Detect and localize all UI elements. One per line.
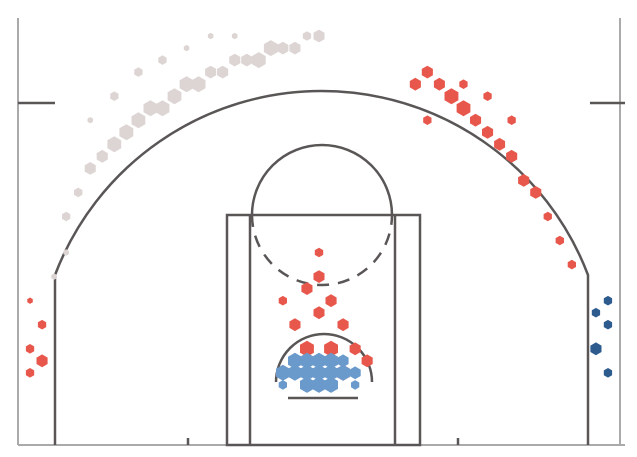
shot-hex (63, 249, 69, 256)
shot-hex (494, 137, 506, 151)
shot-hex (312, 352, 326, 369)
shot-hex (263, 40, 278, 57)
shot-hex (205, 65, 217, 79)
shot-hex (324, 340, 338, 357)
shot-hex (421, 65, 433, 79)
shot-hex (62, 211, 71, 222)
court (17, 18, 625, 447)
shot-hex (143, 100, 158, 117)
shot-hex (483, 91, 492, 101)
shot-hex (25, 344, 35, 354)
shot-hex (278, 380, 287, 390)
shot-hex (300, 364, 314, 381)
shot-hex (191, 76, 206, 93)
shot-hex (349, 366, 361, 380)
shot-hex (349, 342, 361, 356)
shot-hex (110, 91, 119, 101)
shot-hex (155, 100, 170, 117)
shot-hex (183, 44, 190, 52)
shot-hex (314, 247, 324, 258)
shot-hex (119, 124, 134, 141)
shot-hex (324, 364, 338, 381)
shot-hex (207, 32, 214, 40)
shot-hex (313, 29, 325, 43)
shot-hex (300, 340, 314, 357)
shot-hex (51, 273, 57, 280)
shot-hex (96, 149, 108, 163)
shot-hex (312, 376, 326, 393)
shot-hex (591, 307, 601, 318)
shot-hex (229, 53, 241, 67)
free-throw-circle-dashed (250, 214, 394, 287)
shot-hex (590, 342, 602, 356)
shot-hex (470, 113, 482, 127)
shot-hex (456, 100, 471, 117)
shot-hex (506, 149, 518, 163)
shot-hex (325, 294, 337, 308)
shot-hex (603, 295, 613, 306)
shot-hex (518, 174, 530, 187)
shot-hex (301, 282, 313, 295)
shot-hex (241, 53, 253, 67)
shot-hex (530, 186, 542, 199)
shot-hex (289, 41, 301, 55)
shot-hex (36, 354, 48, 368)
shot-hex (300, 352, 314, 369)
shot-hex (167, 88, 182, 105)
shot-hex (433, 77, 445, 91)
shot-hex (444, 88, 459, 105)
shot-hex (313, 270, 325, 283)
shot-hex (87, 117, 93, 124)
shot-hex (25, 368, 35, 378)
shot-hex (313, 306, 325, 320)
shot-hex (409, 77, 421, 91)
shot-hex (278, 295, 287, 306)
shot-hex (312, 364, 326, 381)
shot-hex (289, 318, 301, 332)
shot-hex (302, 31, 312, 41)
shot-hex (459, 79, 468, 89)
shot-hex (288, 364, 302, 381)
shot-hex (361, 354, 373, 368)
shot-hex (231, 32, 238, 40)
shot-hex (158, 55, 167, 65)
shot-hex (277, 41, 289, 55)
shot-hex (134, 67, 143, 77)
shot-hex (27, 297, 33, 304)
shot-hex (251, 52, 266, 69)
shot-hex (276, 364, 290, 381)
free-throw-circle (250, 143, 394, 216)
shot-hex (482, 125, 494, 139)
shot-hex (37, 319, 47, 330)
shot-hex (179, 76, 194, 93)
shot-hex (603, 368, 613, 378)
shot-hex (84, 162, 96, 175)
shot-hex (351, 380, 360, 390)
shot-hex (217, 65, 229, 79)
shot-hex (324, 352, 338, 369)
shot-hex (107, 136, 122, 153)
shot-hex (603, 319, 613, 330)
lane (225, 213, 422, 447)
shot-hex (337, 354, 349, 368)
shot-hex (567, 259, 576, 270)
shot-hex (507, 115, 516, 125)
shot-hex (74, 187, 83, 198)
shot-hex (423, 115, 432, 125)
shot-hex (288, 352, 302, 369)
shot-hex (555, 235, 564, 246)
shot-hex (543, 211, 552, 222)
shot-hex (336, 364, 350, 381)
shot-hex (337, 318, 349, 332)
shot-hex (324, 376, 338, 393)
shot-hex (131, 112, 146, 129)
shot-hex (300, 376, 314, 393)
